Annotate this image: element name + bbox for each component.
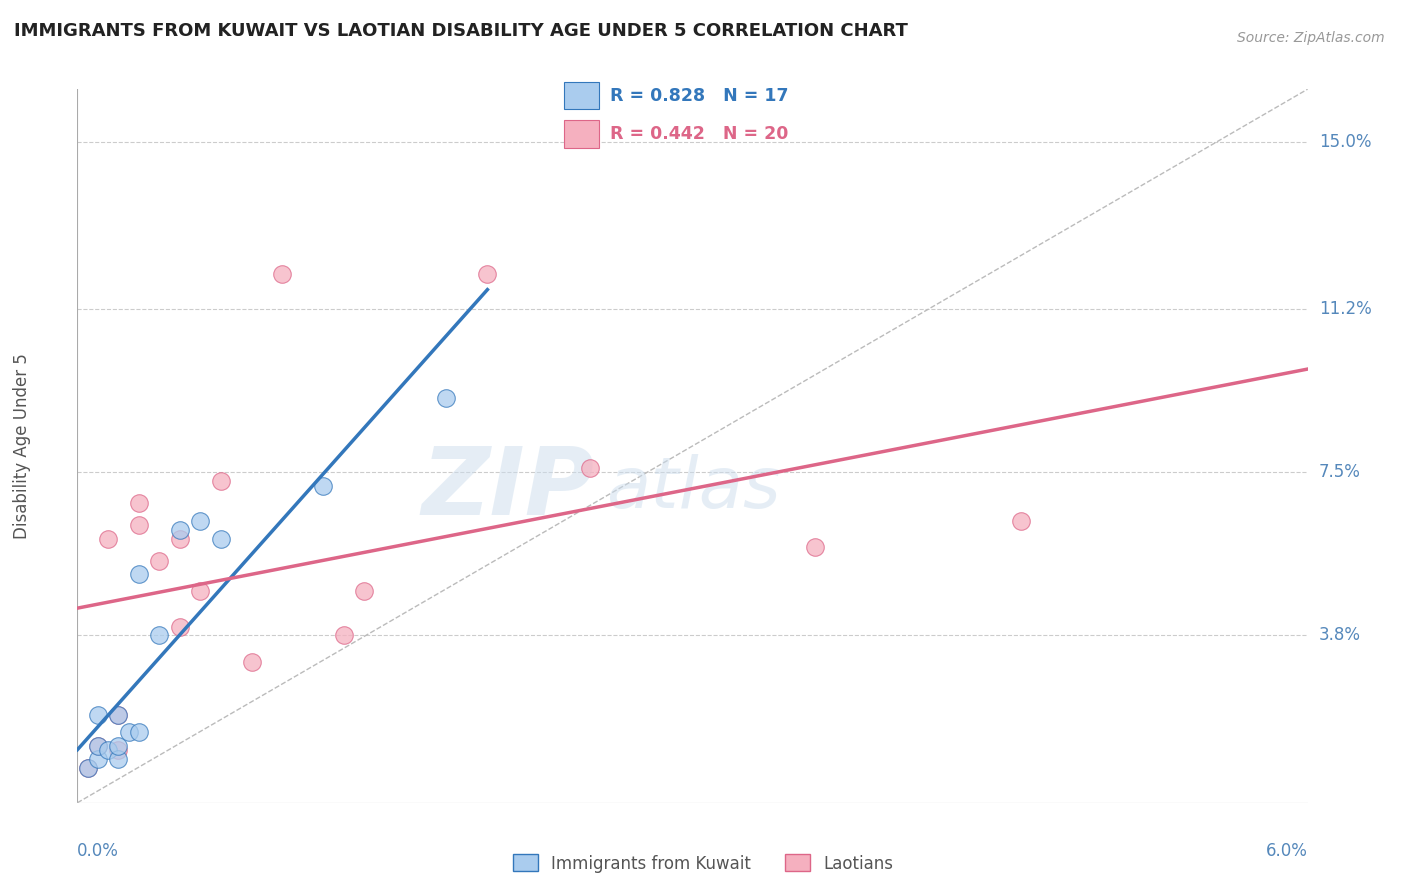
Point [87,739,110,753]
Point [128,496,150,510]
Text: 6.0%: 6.0% [1265,842,1308,860]
Point [128,518,150,533]
Point [169,523,191,537]
Text: R = 0.442   N = 20: R = 0.442 N = 20 [610,125,789,143]
Point [76,760,98,774]
Point [107,752,129,766]
Point [804,541,827,555]
Text: 7.5%: 7.5% [1319,464,1361,482]
Point [107,743,129,757]
Point [353,584,375,599]
Point [240,655,263,669]
Text: 0.0%: 0.0% [77,842,120,860]
Point [107,739,129,753]
Point [97,743,120,757]
Point [107,707,129,722]
Legend: Immigrants from Kuwait, Laotians: Immigrants from Kuwait, Laotians [506,847,900,880]
Point [87,752,110,766]
Point [97,532,120,546]
Text: Disability Age Under 5: Disability Age Under 5 [13,353,31,539]
Bar [564,81,599,110]
Text: ZIP: ZIP [422,442,595,535]
Point [209,532,232,546]
Text: Source: ZipAtlas.com: Source: ZipAtlas.com [1237,31,1385,45]
Text: 15.0%: 15.0% [1319,133,1371,151]
Point [477,267,499,281]
Point [579,461,602,475]
Point [148,553,170,567]
Point [188,584,212,599]
Point [107,707,129,722]
Point [209,475,232,489]
Text: atlas: atlas [606,454,780,524]
Point [87,739,110,753]
Point [169,619,191,633]
Point [1010,514,1032,528]
Bar [564,120,599,147]
Point [87,707,110,722]
Text: IMMIGRANTS FROM KUWAIT VS LAOTIAN DISABILITY AGE UNDER 5 CORRELATION CHART: IMMIGRANTS FROM KUWAIT VS LAOTIAN DISABI… [14,22,908,40]
Point [117,725,139,739]
Point [128,725,150,739]
Point [188,514,212,528]
Point [312,478,335,492]
Text: 11.2%: 11.2% [1319,301,1371,318]
Point [169,532,191,546]
Point [333,628,356,642]
Point [436,391,458,405]
Point [271,267,294,281]
Text: 3.8%: 3.8% [1319,626,1361,644]
Text: R = 0.828   N = 17: R = 0.828 N = 17 [610,87,789,104]
Point [148,628,170,642]
Point [128,566,150,581]
Point [76,760,98,774]
